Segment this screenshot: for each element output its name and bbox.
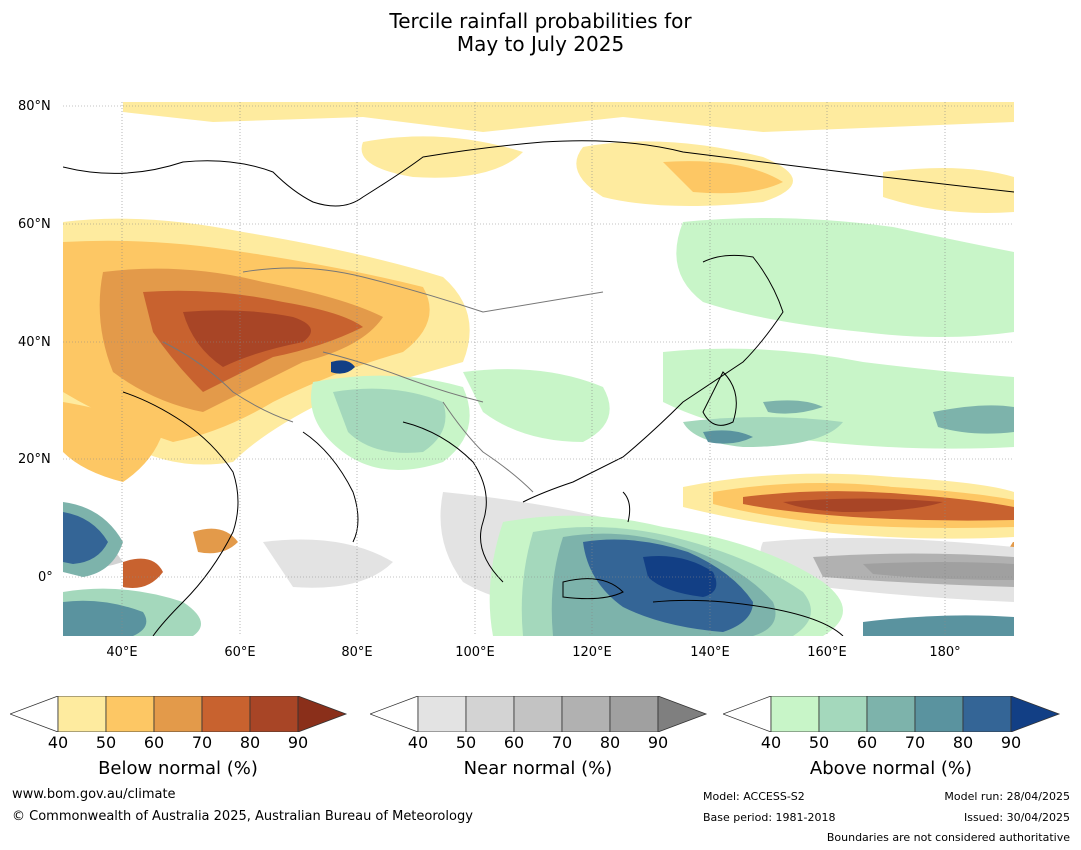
lon-label-40e: 40°E xyxy=(106,645,138,660)
near-swatch-0 xyxy=(368,695,419,733)
below-normal-label: Below normal (%) xyxy=(98,758,258,779)
lon-label-100e: 100°E xyxy=(455,645,495,660)
colorbar-above-normal xyxy=(721,695,1063,733)
below-swatch-5 xyxy=(249,695,299,733)
below-swatch-1 xyxy=(57,695,107,733)
above-swatch-4 xyxy=(914,695,964,733)
lon-label-160e: 160°E xyxy=(807,645,847,660)
lat-label-40n: 40°N xyxy=(18,335,51,350)
gridlines xyxy=(63,102,1014,636)
copyright-text: © Commonwealth of Australia 2025, Austra… xyxy=(12,809,473,824)
below-tick: 80 xyxy=(239,733,261,752)
near-tick: 50 xyxy=(455,733,477,752)
below-tick: 70 xyxy=(191,733,213,752)
lon-label-80e: 80°E xyxy=(341,645,373,660)
boundary-disclaimer: Boundaries are not considered authoritat… xyxy=(826,831,1070,844)
near-swatch-2 xyxy=(465,695,515,733)
lat-label-0: 0° xyxy=(38,570,53,585)
near-normal-label: Near normal (%) xyxy=(463,758,613,779)
above-normal-label: Above normal (%) xyxy=(809,758,973,779)
issued-date: Issued: 30/04/2025 xyxy=(963,811,1070,824)
website-link[interactable]: www.bom.gov.au/climate xyxy=(12,787,176,802)
above-tick: 80 xyxy=(952,733,974,752)
near-swatch-6 xyxy=(657,695,708,733)
base-period: Base period: 1981-2018 xyxy=(703,811,836,824)
below-swatch-4 xyxy=(201,695,251,733)
above-swatch-1 xyxy=(770,695,820,733)
lon-label-140e: 140°E xyxy=(690,645,730,660)
above-tick: 90 xyxy=(1000,733,1022,752)
near-tick: 40 xyxy=(407,733,429,752)
lon-label-120e: 120°E xyxy=(572,645,612,660)
near-swatch-1 xyxy=(417,695,467,733)
near-swatch-4 xyxy=(561,695,611,733)
below-swatch-3 xyxy=(153,695,203,733)
lon-label-180: 180° xyxy=(929,645,961,660)
below-tick: 60 xyxy=(143,733,165,752)
above-swatch-3 xyxy=(866,695,916,733)
lat-label-80n: 80°N xyxy=(18,99,51,114)
colorbar-near-normal xyxy=(368,695,710,733)
above-tick: 70 xyxy=(904,733,926,752)
map-canvas xyxy=(63,102,1014,636)
above-swatch-6 xyxy=(1010,695,1061,733)
lon-label-60e: 60°E xyxy=(224,645,256,660)
map-title-line2: May to July 2025 xyxy=(456,32,625,56)
above-swatch-0 xyxy=(721,695,772,733)
map-title-line1: Tercile rainfall probabilities for xyxy=(389,9,692,33)
below-tick: 50 xyxy=(95,733,117,752)
near-swatch-3 xyxy=(513,695,563,733)
coastlines xyxy=(63,140,1014,636)
above-tick: 40 xyxy=(760,733,782,752)
below-tick: 90 xyxy=(287,733,309,752)
map-title: Tercile rainfall probabilities for May t… xyxy=(0,10,1081,56)
above-swatch-5 xyxy=(962,695,1012,733)
model-name: Model: ACCESS-S2 xyxy=(703,790,805,803)
colorbar-below-normal xyxy=(8,695,350,733)
rainfall-probability-map xyxy=(63,102,1014,636)
below-swatch-2 xyxy=(105,695,155,733)
below-swatch-0 xyxy=(8,695,59,733)
below-tick: 40 xyxy=(47,733,69,752)
above-normal-areas xyxy=(63,218,1014,636)
lat-label-20n: 20°N xyxy=(18,452,51,467)
near-swatch-5 xyxy=(609,695,659,733)
lat-label-60n: 60°N xyxy=(18,217,51,232)
below-swatch-6 xyxy=(297,695,348,733)
above-tick: 60 xyxy=(856,733,878,752)
near-tick: 60 xyxy=(503,733,525,752)
above-tick: 50 xyxy=(808,733,830,752)
near-tick: 90 xyxy=(647,733,669,752)
above-swatch-2 xyxy=(818,695,868,733)
model-run-date: Model run: 28/04/2025 xyxy=(944,790,1070,803)
country-boundaries xyxy=(162,267,604,493)
near-tick: 70 xyxy=(551,733,573,752)
near-tick: 80 xyxy=(599,733,621,752)
below-normal-areas xyxy=(63,102,1014,588)
